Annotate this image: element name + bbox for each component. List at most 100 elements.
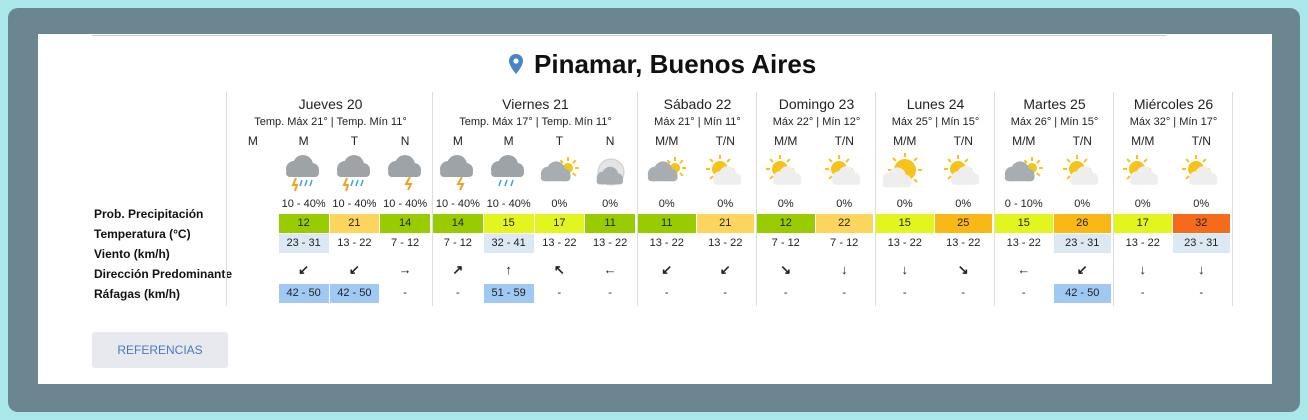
gust: 42 - 50 xyxy=(1053,284,1111,303)
wind: 13 - 22 xyxy=(542,237,577,249)
precip: 0% xyxy=(717,198,734,210)
gust: - xyxy=(723,287,728,299)
wind-direction: ↓ xyxy=(1198,262,1205,277)
gust: - xyxy=(902,287,907,299)
precip: 0% xyxy=(1193,198,1210,210)
period-label: M/M xyxy=(1012,134,1036,148)
panel xyxy=(38,34,1272,384)
wind-direction: ↗ xyxy=(452,262,464,277)
day-name: Jueves 20 xyxy=(298,96,363,112)
wind: 13 - 22 xyxy=(593,237,628,249)
day-separator xyxy=(226,92,227,306)
period-label: M xyxy=(452,134,463,148)
wind: 32 - 41 xyxy=(483,234,534,253)
gust: 42 - 50 xyxy=(278,284,329,303)
precip: 0% xyxy=(602,198,619,210)
gust: - xyxy=(842,287,847,299)
weather-icon xyxy=(824,155,860,185)
temp: 25 xyxy=(934,214,992,233)
precip: 10 - 40% xyxy=(383,198,428,210)
period-label: T/N xyxy=(1072,134,1092,148)
gust: - xyxy=(456,287,460,299)
temp: 17 xyxy=(1114,214,1172,233)
precip: 0% xyxy=(955,198,972,210)
period-label: M/M xyxy=(774,134,798,148)
temp: 17 xyxy=(534,214,585,233)
period-label: T/N xyxy=(1191,134,1211,148)
wind: 13 - 22 xyxy=(1006,237,1041,249)
period-label: T/N xyxy=(715,134,735,148)
wind: 23 - 31 xyxy=(1053,234,1111,253)
wind: 7 - 12 xyxy=(391,237,420,249)
temp: 12 xyxy=(278,214,329,233)
day-separator xyxy=(1113,92,1114,306)
temp: 15 xyxy=(995,214,1053,233)
wind: 13 - 22 xyxy=(887,237,922,249)
wind-direction: ↙ xyxy=(298,262,310,277)
day-summary: Temp. Máx 21° | Temp. Mín 11° xyxy=(254,116,407,128)
day-summary: Máx 26° | Mín 15° xyxy=(1010,116,1099,128)
precip: 0% xyxy=(658,198,675,210)
divider xyxy=(92,35,1166,36)
day-separator xyxy=(756,92,757,306)
wind: 23 - 31 xyxy=(278,234,329,253)
wind: 13 - 22 xyxy=(708,237,743,249)
temp: 15 xyxy=(876,214,934,233)
temp: 14 xyxy=(380,214,430,233)
weather-icon xyxy=(1062,155,1098,185)
day-summary: Máx 32° | Mín 17° xyxy=(1129,116,1218,128)
temp: 11 xyxy=(585,214,635,233)
row-label: Temperatura (°C) xyxy=(94,227,191,241)
temp: 32 xyxy=(1172,214,1230,233)
weather-icon xyxy=(336,155,370,192)
period-label: N xyxy=(400,134,410,148)
gust: 42 - 50 xyxy=(329,284,380,303)
day-separator xyxy=(637,92,638,306)
gust: - xyxy=(783,287,788,299)
day-name: Sábado 22 xyxy=(663,96,732,112)
period-label: M xyxy=(503,134,514,148)
weather-icon xyxy=(491,155,525,187)
wind-direction: → xyxy=(398,262,412,277)
wind-direction: ↘ xyxy=(957,262,969,277)
precip: 10 - 40% xyxy=(281,198,326,210)
references-button[interactable]: REFERENCIAS xyxy=(92,332,228,368)
weather-icon xyxy=(943,155,979,185)
wind-direction: ↙ xyxy=(661,262,673,277)
period-label: M xyxy=(247,134,258,148)
wind: 13 - 22 xyxy=(337,237,372,249)
weather-icon xyxy=(1005,157,1044,182)
weather-icon xyxy=(440,155,474,191)
period-label: N xyxy=(605,134,615,148)
wind: 7 - 12 xyxy=(443,237,472,249)
gust: - xyxy=(961,287,966,299)
wind-direction: ↓ xyxy=(901,262,909,277)
wind: 23 - 31 xyxy=(1172,234,1230,253)
wind: 7 - 12 xyxy=(830,237,859,249)
gust: - xyxy=(403,287,407,299)
day-name: Viernes 21 xyxy=(502,96,569,112)
day-summary: Máx 25° | Mín 15° xyxy=(891,116,980,128)
temp: 26 xyxy=(1053,214,1111,233)
day-name: Domingo 23 xyxy=(778,96,855,112)
wind-direction: ↑ xyxy=(505,262,512,277)
weather-icon xyxy=(286,155,320,192)
row-label: Prob. Precipitación xyxy=(94,207,204,221)
temp: 14 xyxy=(433,214,483,233)
wind-direction: ↙ xyxy=(719,262,731,277)
weather-icon xyxy=(705,155,741,185)
gust: - xyxy=(1199,287,1204,299)
wind-direction: ↘ xyxy=(780,262,792,277)
precip: 10 - 40% xyxy=(435,198,480,210)
period-label: T xyxy=(555,134,564,148)
temp: 11 xyxy=(638,214,696,233)
precip: 10 - 40% xyxy=(332,198,377,210)
wind-direction: ← xyxy=(603,262,617,277)
wind: 13 - 22 xyxy=(1125,237,1160,249)
weather-icon xyxy=(883,153,923,188)
row-label: Ráfagas (km/h) xyxy=(94,287,181,301)
day-summary: Máx 21° | Mín 11° xyxy=(654,116,741,128)
gust: - xyxy=(557,287,562,299)
row-label: Dirección Predominante xyxy=(94,267,233,281)
day-name: Martes 25 xyxy=(1023,96,1086,112)
